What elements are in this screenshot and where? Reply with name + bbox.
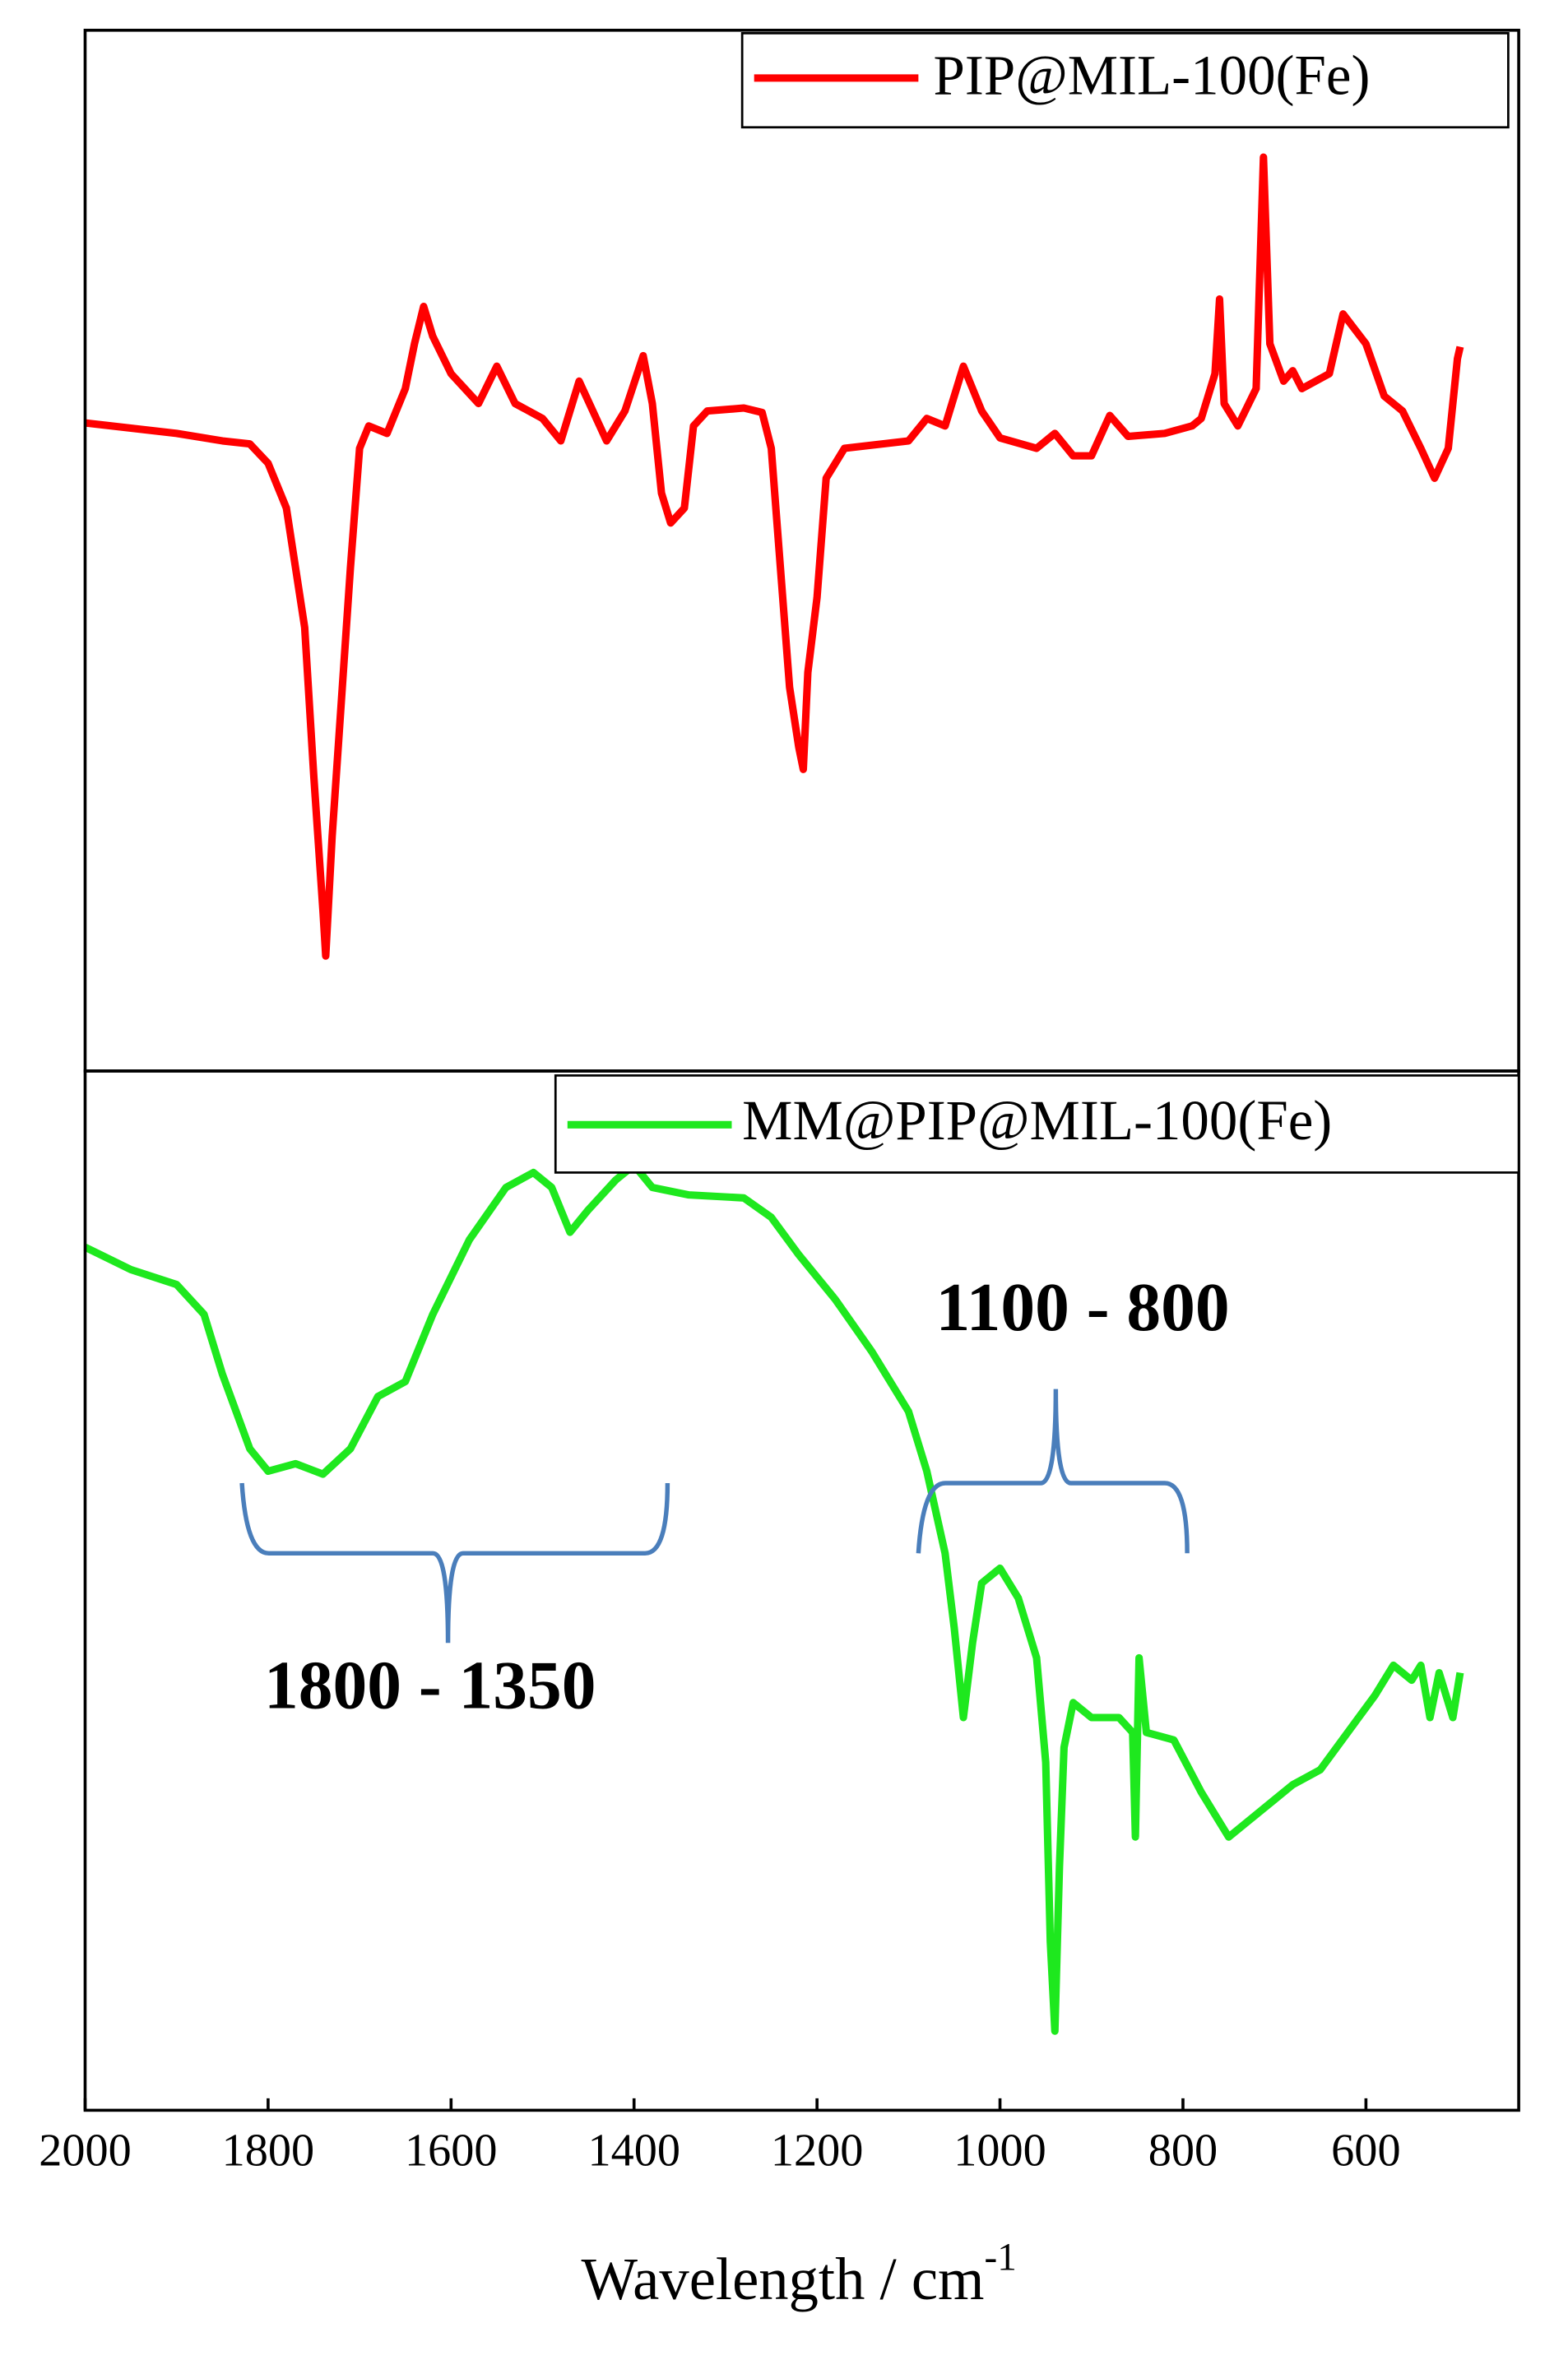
x-tick-label: 1200 xyxy=(771,2126,864,2177)
x-axis-label-sup: -1 xyxy=(985,2237,1017,2279)
x-axis-label-text: Wavelength / cm xyxy=(581,2245,984,2311)
brace xyxy=(916,1389,1190,1554)
plots: 2000 1800 1600 1400 1200 1000 800 600 xyxy=(39,153,1464,2177)
legend-label: MM@PIP@MIL-100(Fe) xyxy=(742,1089,1332,1152)
x-tick-label: 800 xyxy=(1148,2126,1218,2177)
bottom-frame xyxy=(83,1069,1520,2112)
annotation: 1100 - 800 xyxy=(935,1270,1229,1346)
x-tick-label: 1000 xyxy=(953,2126,1046,2177)
x-tick-label: 1400 xyxy=(587,2126,680,2177)
x-tick-label: 600 xyxy=(1331,2126,1400,2177)
x-tick-label: 2000 xyxy=(39,2126,132,2177)
legend-label: PIP@MIL-100(Fe) xyxy=(934,44,1371,106)
x-tick-label: 1600 xyxy=(405,2126,498,2177)
line-series xyxy=(84,153,1464,960)
x-axis-label: Wavelength / cm-1 xyxy=(581,2237,1016,2312)
x-tick-label: 1800 xyxy=(222,2126,315,2177)
brace xyxy=(239,1482,670,1644)
annotation: 1800 - 1350 xyxy=(264,1648,596,1723)
line-series xyxy=(83,1161,1464,2035)
